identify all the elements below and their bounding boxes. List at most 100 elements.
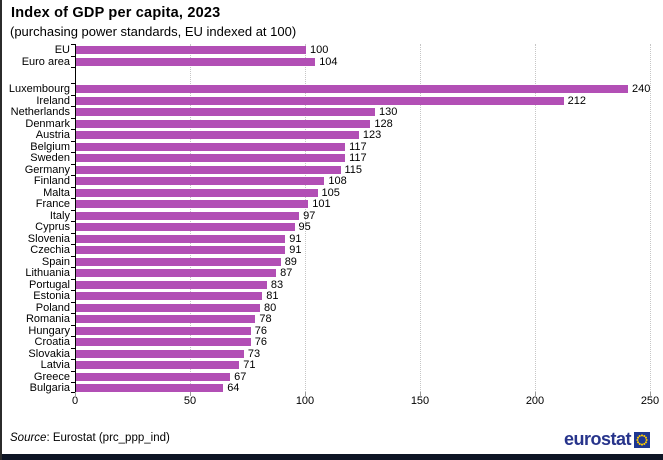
bar	[76, 211, 300, 220]
y-axis-tick	[71, 336, 75, 337]
y-axis-tick	[71, 186, 75, 188]
bar	[76, 372, 231, 381]
value-label: 89	[284, 255, 297, 268]
bar	[76, 246, 286, 254]
x-axis-tick	[305, 392, 306, 396]
value-label: 76	[254, 324, 268, 337]
eurostat-logo-text: eurostat	[563, 429, 632, 449]
gridline	[650, 44, 651, 392]
category-label: Greece	[33, 370, 70, 383]
category-label: EU	[54, 44, 70, 56]
y-axis-tick	[71, 232, 75, 234]
y-axis-tick	[71, 198, 75, 199]
value-label: 78	[259, 313, 272, 325]
value-label: 76	[254, 336, 268, 348]
category-label: Cyprus	[35, 221, 70, 233]
y-axis-tick	[71, 313, 75, 314]
category-label: Ireland	[36, 94, 70, 107]
category-label: Finland	[33, 175, 70, 187]
value-label: 81	[266, 290, 279, 302]
y-axis-tick	[71, 392, 75, 393]
value-label: 105	[321, 186, 340, 199]
y-axis-tick	[71, 278, 75, 280]
x-axis-tick	[535, 392, 536, 396]
category-label: Italy	[49, 209, 70, 222]
value-label: 73	[247, 347, 261, 360]
category-label: Hungary	[28, 324, 70, 337]
bar	[76, 188, 318, 197]
category-label: Czechia	[30, 244, 70, 256]
bar	[76, 269, 277, 277]
value-label: 108	[328, 175, 347, 187]
bar	[76, 165, 341, 174]
category-label: Belgium	[30, 140, 70, 153]
source-note: Source: Eurostat (prc_ppp_ind)	[10, 432, 170, 444]
y-axis-tick	[71, 83, 75, 84]
category-label: Netherlands	[10, 106, 70, 118]
bar	[76, 315, 256, 323]
value-label: 101	[312, 198, 331, 210]
y-axis-tick	[71, 163, 75, 165]
y-axis-tick	[71, 117, 75, 119]
category-label: Spain	[41, 255, 70, 268]
value-label: 97	[303, 209, 316, 222]
value-label: 212	[567, 94, 586, 107]
y-axis-tick	[71, 66, 75, 68]
y-axis-tick	[71, 382, 75, 383]
category-label: Latvia	[40, 359, 70, 371]
y-axis-tick	[71, 221, 75, 222]
bar	[76, 200, 309, 208]
bar	[76, 338, 251, 346]
source-label: Source	[10, 432, 47, 444]
y-axis-tick	[71, 106, 75, 107]
y-axis-tick	[71, 152, 75, 153]
bar	[76, 234, 286, 243]
category-label: Slovenia	[27, 232, 70, 245]
chart-title: Index of GDP per capita, 2023	[11, 5, 221, 21]
x-axis-tick-label: 50	[183, 395, 197, 407]
bar	[76, 349, 244, 358]
y-axis-tick	[71, 267, 75, 268]
category-label: Luxembourg	[8, 83, 70, 95]
gridline	[420, 44, 421, 392]
y-axis-tick	[71, 94, 75, 96]
category-label: Lithuania	[25, 267, 70, 279]
x-axis-tick-label: 150	[410, 395, 430, 407]
y-axis-tick	[71, 255, 75, 257]
category-label: Germany	[24, 163, 70, 176]
bar	[76, 326, 251, 335]
value-label: 130	[379, 106, 398, 118]
value-label: 117	[349, 140, 367, 153]
y-axis-tick	[71, 324, 75, 326]
category-label: Euro area	[21, 55, 70, 68]
y-axis-tick	[71, 209, 75, 211]
x-axis-tick-label: 100	[295, 395, 315, 407]
bar	[76, 303, 260, 312]
value-label: 128	[374, 117, 393, 130]
y-axis-tick	[71, 370, 75, 372]
bar	[76, 108, 375, 116]
bar	[76, 280, 267, 289]
gridline	[535, 44, 536, 392]
bar	[76, 96, 564, 105]
x-axis-tick-label: 0	[71, 395, 79, 407]
value-label: 115	[344, 163, 363, 176]
y-axis-tick	[71, 129, 75, 130]
value-label: 64	[227, 382, 240, 394]
value-label: 67	[234, 370, 247, 383]
x-axis-tick	[420, 392, 421, 396]
bar	[76, 361, 240, 369]
category-label: Austria	[35, 129, 70, 141]
category-label: France	[35, 198, 70, 210]
y-axis-tick	[71, 359, 75, 360]
category-label: Portugal	[29, 278, 70, 291]
bar	[76, 119, 371, 128]
value-label: 91	[289, 232, 302, 245]
y-axis-tick	[71, 244, 75, 245]
value-label: 100	[310, 44, 329, 56]
x-axis-tick	[75, 392, 76, 396]
bar	[76, 46, 306, 54]
x-axis-tick	[650, 392, 651, 396]
source-text: : Eurostat (prc_ppp_ind)	[46, 432, 170, 444]
